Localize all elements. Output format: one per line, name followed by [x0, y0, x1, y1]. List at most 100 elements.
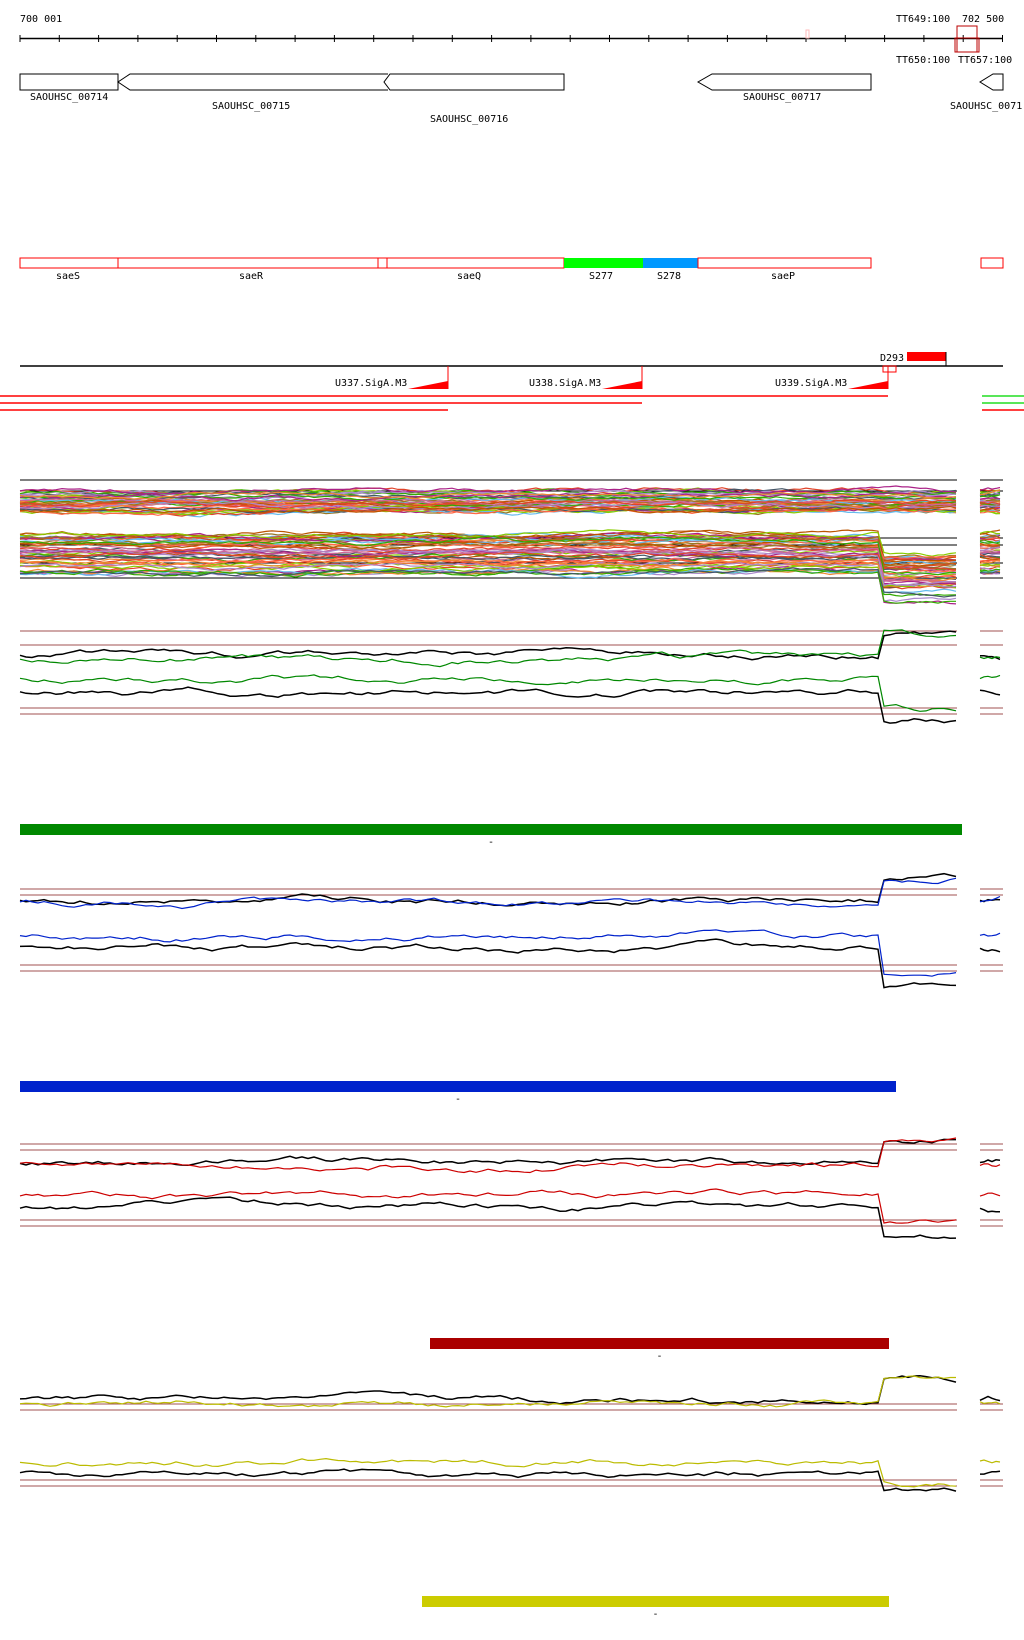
expression-trace: [979, 689, 1001, 696]
condition-bar-label: -: [455, 1094, 461, 1105]
feature-label: saeP: [771, 271, 795, 282]
expression-trace: [979, 932, 1001, 937]
expression-trace: [979, 538, 1001, 542]
condition-bar[interactable]: [20, 1081, 896, 1092]
expression-trace: [19, 686, 957, 724]
expression-trace: [979, 540, 1001, 545]
condition-bar[interactable]: [422, 1596, 889, 1607]
expression-trace: [979, 494, 1001, 498]
expression-trace: [19, 1375, 956, 1408]
expression-trace: [19, 564, 957, 589]
ruler-end-label-b: 702 500: [962, 14, 1004, 25]
feature-saeQ[interactable]: [386, 257, 565, 269]
track-green: [19, 629, 1003, 724]
expression-trace: [979, 507, 1001, 511]
feature-track: saeS saeR saeQ S277 S278 saeP: [19, 257, 1004, 282]
expression-tracks: - - - -: [19, 479, 1003, 1620]
expression-trace: [979, 1159, 1001, 1164]
expression-trace: [979, 530, 1001, 535]
viewport-marker-inner: [954, 37, 980, 53]
expression-trace: [979, 497, 1001, 500]
expression-trace: [19, 550, 957, 571]
condition-bar-label: -: [488, 837, 494, 848]
expression-trace: [19, 501, 957, 511]
expression-trace: [19, 567, 956, 604]
promoter-triangle[interactable]: [848, 381, 888, 389]
gene-arrow-00716[interactable]: [383, 73, 565, 91]
ruler-bottom-label-a: TT650:100: [896, 55, 950, 66]
expression-trace: [19, 567, 957, 598]
feature-offscreen[interactable]: [980, 257, 1004, 269]
promoter-triangle[interactable]: [602, 381, 642, 389]
gene-arrow-00715[interactable]: [117, 73, 388, 91]
expression-trace: [979, 551, 1001, 554]
expression-trace: [979, 504, 1001, 508]
expression-trace: [19, 557, 957, 575]
ruler-bottom-label-b: TT657:100: [958, 55, 1012, 66]
gene-arrow-00717[interactable]: [696, 73, 872, 91]
expression-trace: [19, 938, 957, 989]
feature-saeR[interactable]: [117, 257, 379, 269]
expression-trace: [979, 486, 1001, 492]
condition-bar[interactable]: [20, 824, 962, 835]
expression-trace: [19, 491, 957, 500]
ruler-start-label: 700 001: [20, 14, 62, 25]
feature-label: saeS: [56, 271, 80, 282]
coordinate-ruler[interactable]: [19, 29, 1003, 42]
expression-trace: [979, 1163, 1001, 1168]
gene-label: SAOUHSC_00717: [743, 92, 821, 103]
regulation-track: D293 U337.SigA.M3 U338.SigA.M3 U339.SigA.M…: [0, 352, 1024, 411]
terminator-label: D293: [880, 353, 904, 364]
expression-trace: [979, 1459, 1001, 1464]
feature-small[interactable]: [377, 257, 388, 269]
expression-trace: [979, 656, 1001, 660]
expression-trace: [19, 1375, 957, 1406]
expression-trace: [19, 495, 957, 505]
gene-label: SAOUHSC_00715: [212, 101, 290, 112]
expression-trace: [19, 877, 957, 910]
feature-S278[interactable]: [643, 258, 698, 268]
ruler-end-label-a: TT649:100: [896, 14, 950, 25]
expression-trace: [979, 535, 1001, 539]
expression-trace: [979, 555, 1001, 558]
track-yellow: [19, 1375, 1003, 1492]
ruler-marker: [805, 29, 810, 39]
gene-arrow-0071x[interactable]: [979, 73, 1004, 91]
expression-trace: [19, 1137, 957, 1174]
promoter-triangle[interactable]: [408, 381, 448, 389]
track-red: [19, 1137, 1003, 1240]
condition-bar-label: -: [653, 1609, 659, 1620]
expression-trace: [19, 492, 957, 502]
expression-trace: [979, 510, 1001, 514]
condition-bar[interactable]: [430, 1338, 889, 1349]
expression-trace: [19, 506, 957, 516]
expression-trace: [19, 1138, 956, 1167]
expression-trace: [19, 535, 957, 576]
feature-saeP[interactable]: [697, 257, 872, 269]
expression-trace: [979, 550, 1001, 552]
track-blue: [19, 872, 1003, 989]
promoter-box: [882, 365, 897, 373]
expression-trace: [979, 568, 1001, 572]
expression-trace: [19, 674, 957, 712]
feature-label: saeR: [239, 271, 264, 282]
expression-trace: [19, 872, 957, 907]
feature-S277[interactable]: [564, 258, 643, 268]
terminator-mark[interactable]: [907, 352, 946, 361]
expression-trace: [979, 1401, 1001, 1405]
expression-trace: [979, 674, 1001, 680]
feature-saeS[interactable]: [19, 257, 119, 269]
gene-arrow-00714[interactable]: [19, 73, 119, 91]
expression-trace: [19, 540, 957, 567]
gene-label: SAOUHSC_00714: [30, 92, 108, 103]
expression-trace: [19, 1457, 957, 1488]
expression-trace: [979, 571, 1001, 574]
expression-trace: [979, 947, 1001, 953]
expression-trace: [979, 553, 1001, 560]
expression-trace: [19, 493, 957, 501]
promoter-label: U339.SigA.M3: [775, 378, 847, 389]
expression-trace: [19, 499, 957, 510]
expression-trace: [979, 1207, 1000, 1213]
